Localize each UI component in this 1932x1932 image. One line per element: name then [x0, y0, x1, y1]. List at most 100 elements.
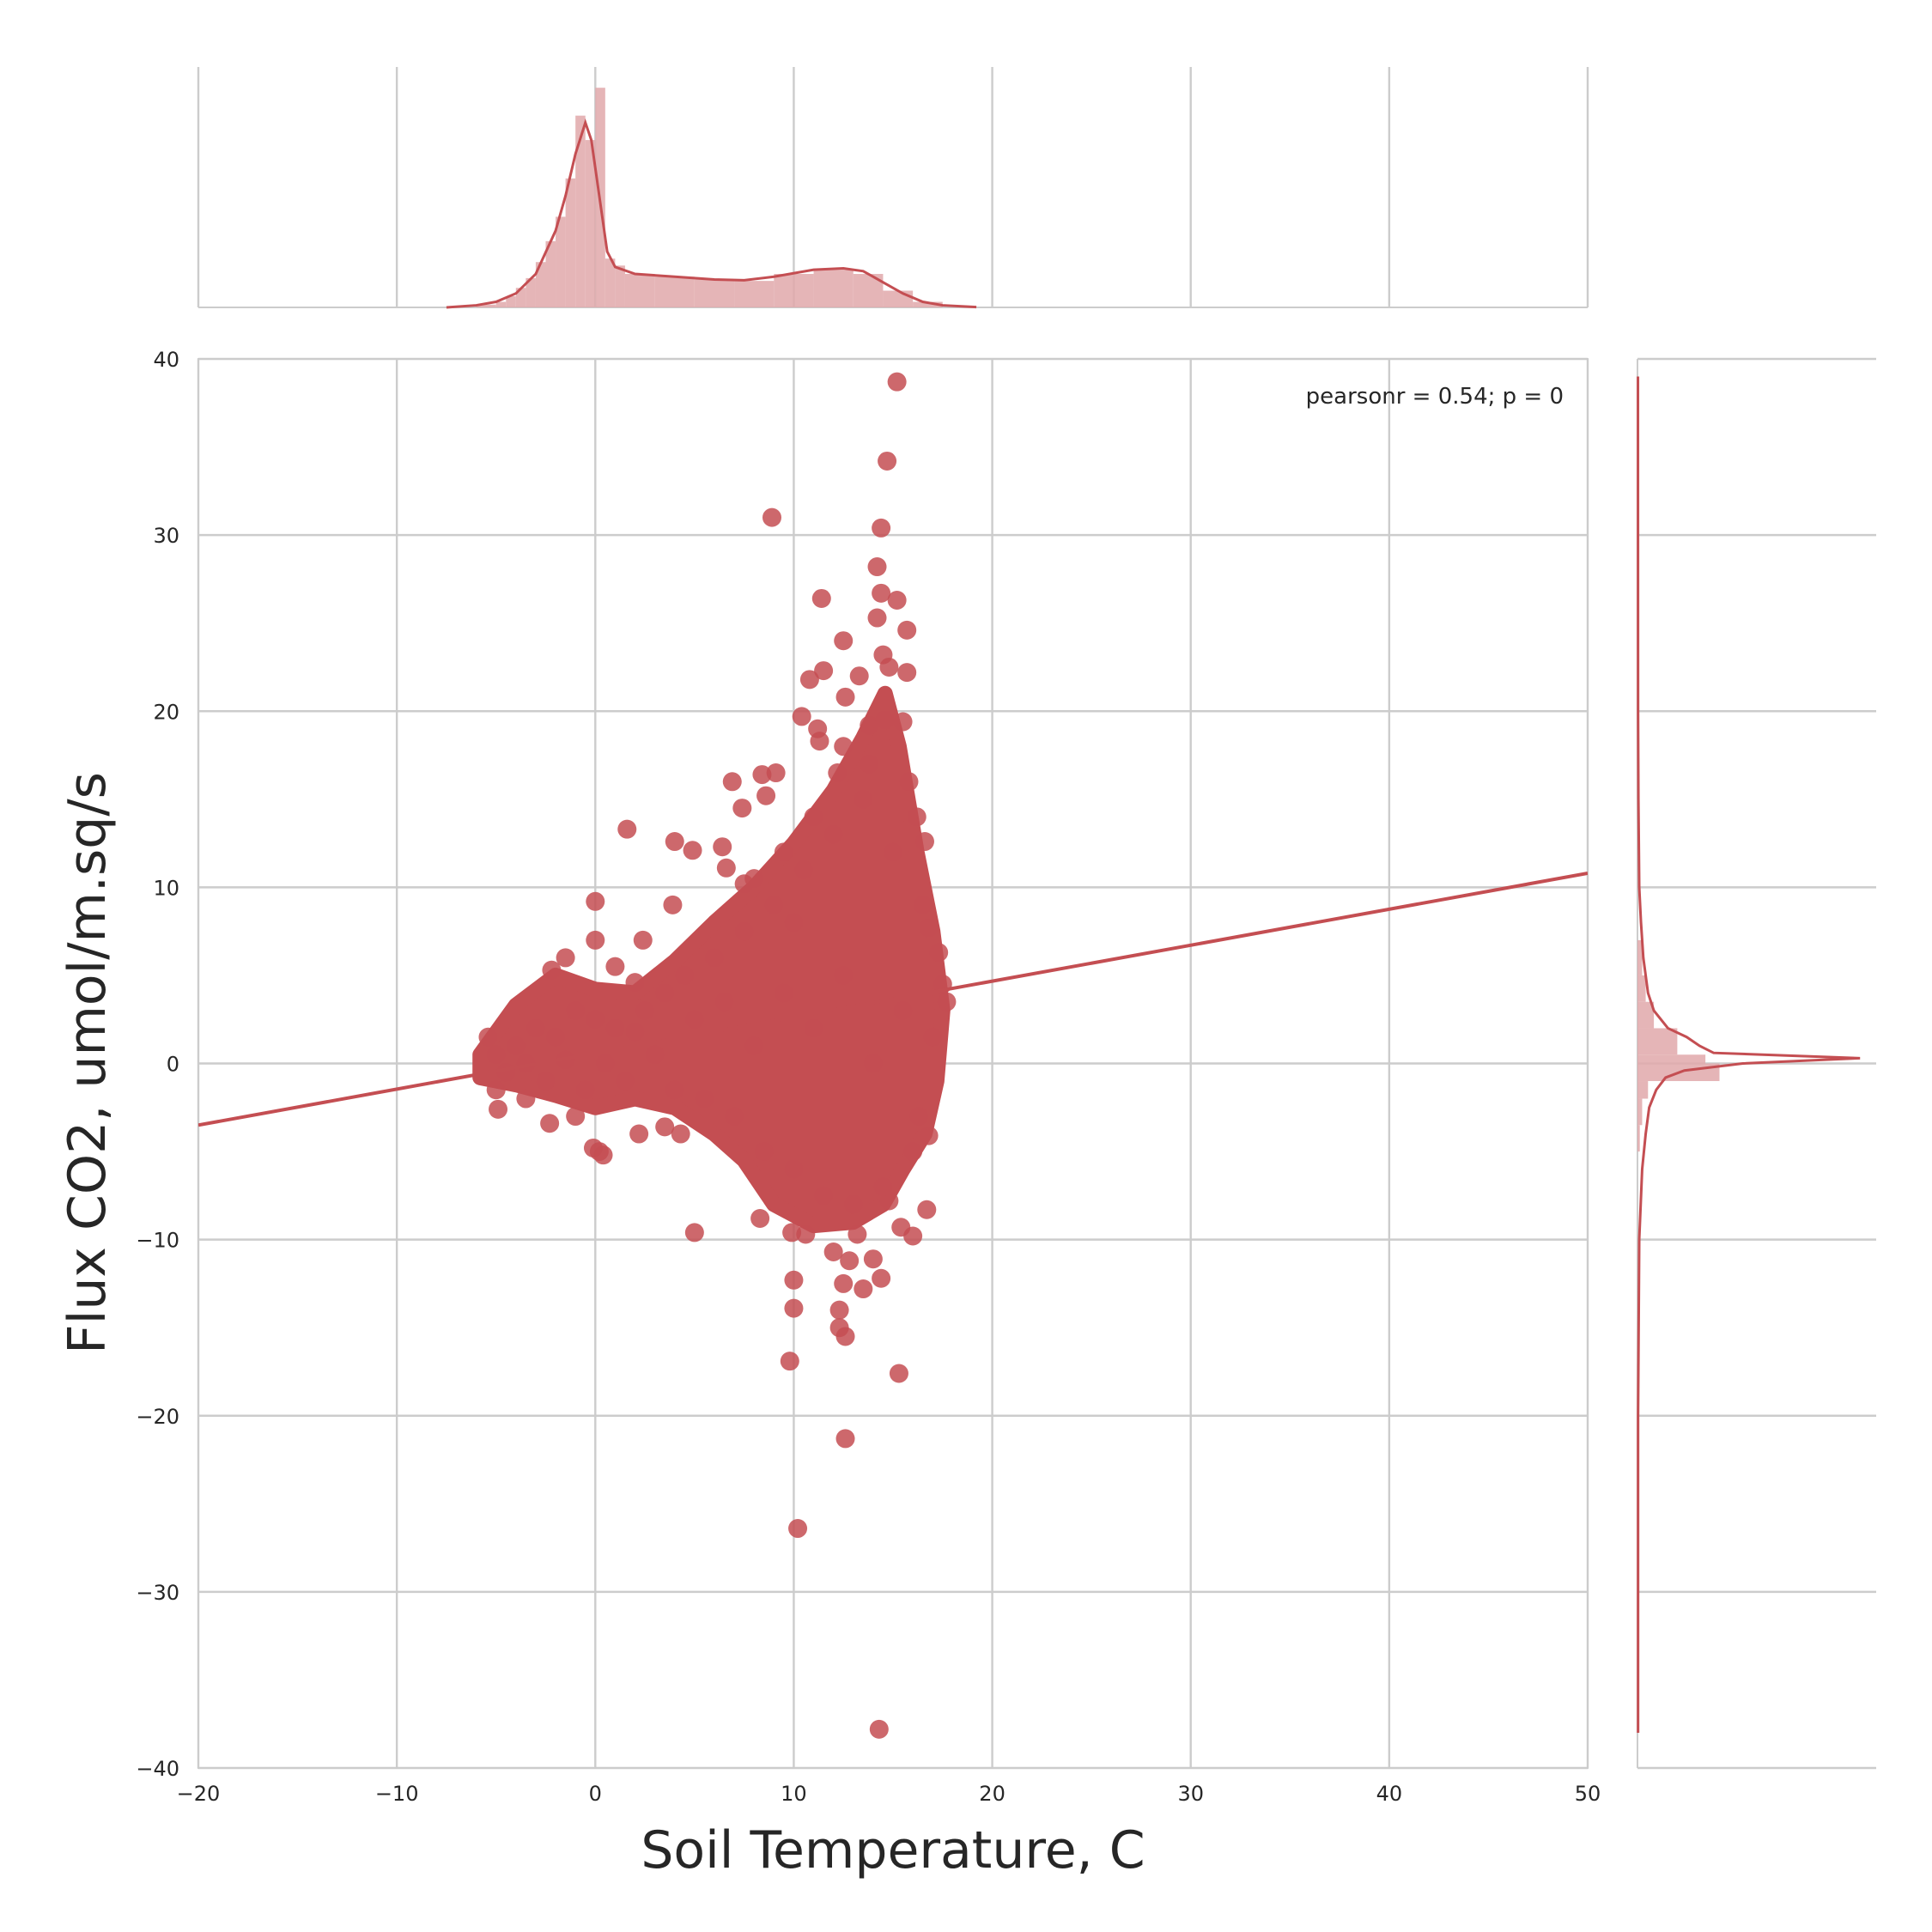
- scatter-point: [780, 1352, 799, 1371]
- x-histogram-bar: [556, 216, 566, 307]
- scatter-point: [848, 1224, 867, 1244]
- scatter-point: [774, 983, 793, 1003]
- scatter-point: [784, 1159, 804, 1179]
- scatter-point: [625, 973, 645, 993]
- scatter-point: [903, 1142, 923, 1162]
- scatter-point: [893, 712, 913, 732]
- scatter-point: [887, 591, 907, 611]
- x-histogram-bar: [694, 279, 735, 307]
- x-histogram-bar: [495, 301, 507, 307]
- scatter-point: [840, 1251, 860, 1271]
- pearson-annotation: pearsonr = 0.54; p = 0: [1306, 384, 1564, 410]
- scatter-point: [695, 1089, 714, 1109]
- x-histogram-bar: [575, 115, 586, 307]
- scatter-point: [869, 1719, 889, 1739]
- x-histogram-bar: [624, 274, 655, 307]
- regression-line: [198, 871, 1588, 1127]
- scatter-point: [774, 842, 793, 862]
- scatter-point: [595, 1054, 615, 1073]
- scatter-point: [828, 763, 848, 783]
- scatter-point: [722, 772, 742, 792]
- scatter-point: [907, 807, 927, 827]
- scatter-point: [665, 832, 684, 852]
- scatter-point: [796, 1224, 816, 1244]
- scatter-point: [645, 1045, 665, 1065]
- scatter-point: [872, 518, 891, 538]
- scatter-point: [923, 1027, 943, 1047]
- scatter-point: [889, 1364, 908, 1383]
- scatter-point: [486, 1080, 506, 1100]
- x-tick-label: 0: [589, 1782, 602, 1806]
- y-histogram-bar: [1637, 1028, 1678, 1055]
- scatter-point: [784, 913, 804, 933]
- scatter-point: [663, 895, 683, 914]
- scatter-point: [536, 1072, 556, 1091]
- scatter-point: [782, 1223, 802, 1242]
- scatter-point: [854, 1279, 873, 1299]
- scatter-point: [665, 1080, 684, 1100]
- scatter-point: [566, 1107, 586, 1127]
- scatter-point: [784, 1270, 804, 1290]
- scatter-point: [804, 807, 823, 827]
- scatter-point: [893, 1000, 913, 1020]
- scatter-point: [566, 1000, 586, 1020]
- scatter-point: [478, 1027, 498, 1047]
- scatter-point: [732, 799, 752, 818]
- scatter-point: [811, 588, 831, 608]
- scatter-point: [605, 957, 625, 976]
- scatter-point: [625, 1022, 645, 1042]
- scatter-point: [593, 1145, 613, 1165]
- scatter-point: [913, 895, 933, 914]
- x-tick-label: 40: [1376, 1782, 1403, 1806]
- scatter-point: [586, 891, 605, 911]
- scatter-point: [784, 1298, 804, 1318]
- scatter-point: [854, 789, 873, 809]
- scatter-point: [684, 1223, 704, 1242]
- scatter-point: [750, 1209, 770, 1229]
- x-tick-label: 20: [979, 1782, 1005, 1806]
- scatter-point: [725, 1107, 744, 1127]
- scatter-point: [919, 918, 939, 938]
- scatter-point: [903, 1226, 923, 1246]
- scatter-point: [897, 663, 917, 683]
- scatter-point: [615, 1072, 635, 1091]
- x-histogram-bar: [565, 178, 576, 307]
- scatter-point: [835, 1327, 855, 1346]
- scatter-point: [829, 1300, 849, 1320]
- scatter-point: [714, 992, 734, 1012]
- x-histogram-bar: [883, 290, 914, 307]
- y-tick-label: 30: [153, 524, 179, 548]
- y-tick-label: −10: [136, 1229, 179, 1253]
- y-histogram-bar: [1637, 1081, 1649, 1099]
- x-histogram-bar: [774, 274, 814, 307]
- scatter-point: [884, 842, 902, 862]
- scatter-point: [540, 1114, 560, 1133]
- y-histogram-bar: [1637, 1098, 1643, 1126]
- x-histogram-bar: [813, 270, 854, 307]
- scatter-point: [804, 1018, 823, 1038]
- x-kde-line: [446, 118, 977, 309]
- x-histogram-bar: [913, 301, 943, 307]
- scatter-point: [684, 1010, 704, 1030]
- scatter-point: [919, 1126, 939, 1145]
- scatter-points: [472, 372, 957, 1739]
- x-histogram-bar: [734, 281, 775, 307]
- scatter-point: [814, 1186, 834, 1206]
- y-tick-label: −30: [136, 1581, 179, 1605]
- y-tick-label: −20: [136, 1405, 179, 1429]
- scatter-point: [617, 819, 637, 839]
- scatter-point: [605, 1018, 625, 1038]
- scatter-point: [575, 1080, 595, 1100]
- x-axis-title: Soil Temperature, C: [641, 1820, 1145, 1880]
- scatter-point: [899, 772, 919, 792]
- scatter-point: [546, 1027, 566, 1047]
- x-histogram-bar: [526, 277, 536, 307]
- x-tick-label: 10: [781, 1782, 807, 1806]
- scatter-point: [834, 631, 854, 651]
- scatter-point: [486, 1045, 506, 1065]
- y-histogram-bar: [1637, 1054, 1706, 1064]
- scatter-point: [799, 670, 819, 690]
- scatter-point: [843, 1194, 863, 1214]
- x-tick-label: 50: [1575, 1782, 1601, 1806]
- scatter-point: [542, 960, 562, 980]
